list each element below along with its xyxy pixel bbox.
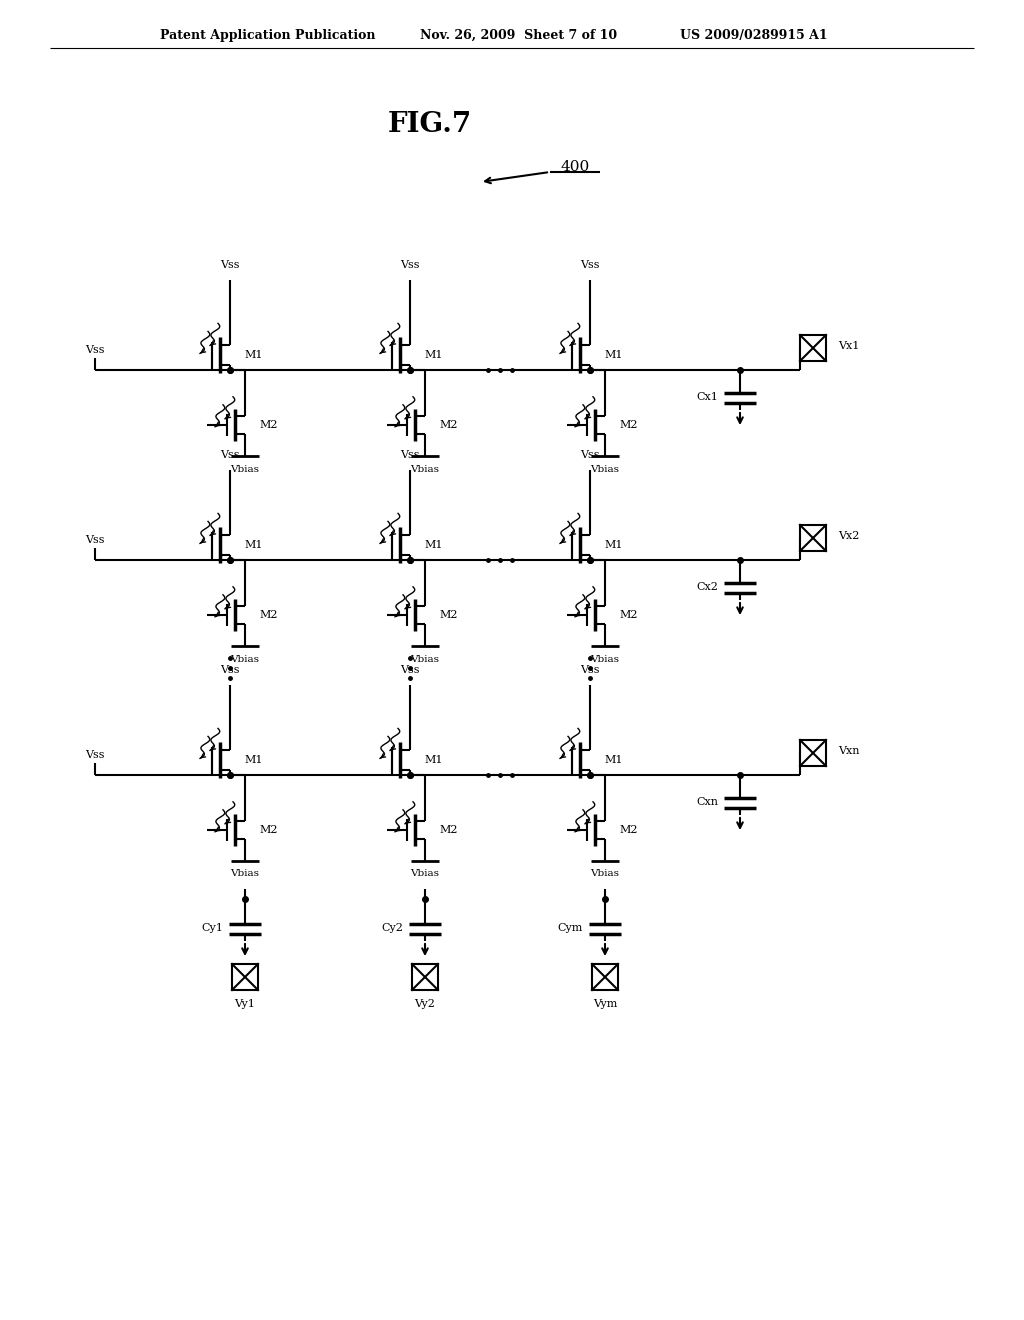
- Text: M2: M2: [439, 610, 458, 620]
- Text: M2: M2: [618, 610, 638, 620]
- Text: M1: M1: [424, 755, 442, 766]
- Text: Vss: Vss: [85, 750, 104, 760]
- Text: Vss: Vss: [400, 450, 420, 459]
- Text: M2: M2: [259, 420, 278, 430]
- Text: Vbias: Vbias: [591, 870, 620, 879]
- Text: M1: M1: [244, 755, 262, 766]
- Text: M2: M2: [259, 610, 278, 620]
- Text: Cx1: Cx1: [696, 392, 718, 403]
- Text: Vx2: Vx2: [838, 531, 859, 541]
- Text: M1: M1: [604, 540, 623, 550]
- Text: M1: M1: [604, 755, 623, 766]
- Text: Vss: Vss: [581, 260, 600, 271]
- Text: M1: M1: [424, 350, 442, 360]
- Text: FIG.7: FIG.7: [388, 111, 472, 139]
- Text: M2: M2: [439, 420, 458, 430]
- Text: Vbias: Vbias: [230, 465, 259, 474]
- Text: Cy1: Cy1: [201, 923, 223, 933]
- Text: Cym: Cym: [558, 923, 583, 933]
- Text: M1: M1: [424, 540, 442, 550]
- Bar: [800, 335, 826, 360]
- Text: Patent Application Publication: Patent Application Publication: [160, 29, 376, 41]
- Text: Vss: Vss: [581, 450, 600, 459]
- Text: Cx2: Cx2: [696, 582, 718, 591]
- Text: Vbias: Vbias: [411, 465, 439, 474]
- Text: Vbias: Vbias: [411, 655, 439, 664]
- Text: Vxn: Vxn: [838, 746, 859, 756]
- Text: M1: M1: [244, 540, 262, 550]
- Text: US 2009/0289915 A1: US 2009/0289915 A1: [680, 29, 827, 41]
- Text: Vy1: Vy1: [234, 999, 255, 1008]
- Text: M2: M2: [618, 825, 638, 836]
- Text: M1: M1: [244, 350, 262, 360]
- Text: Vss: Vss: [581, 665, 600, 675]
- Text: Vss: Vss: [85, 345, 104, 355]
- Text: Vy2: Vy2: [415, 999, 435, 1008]
- Text: M2: M2: [259, 825, 278, 836]
- Text: Vbias: Vbias: [230, 870, 259, 879]
- Text: M2: M2: [439, 825, 458, 836]
- Text: 400: 400: [560, 160, 590, 174]
- Bar: [232, 964, 258, 990]
- Text: M1: M1: [604, 350, 623, 360]
- Text: Cy2: Cy2: [381, 923, 403, 933]
- Text: Cxn: Cxn: [696, 797, 718, 807]
- Text: Nov. 26, 2009  Sheet 7 of 10: Nov. 26, 2009 Sheet 7 of 10: [420, 29, 617, 41]
- Bar: [412, 964, 438, 990]
- Text: Vss: Vss: [220, 450, 240, 459]
- Text: Vbias: Vbias: [230, 655, 259, 664]
- Text: Vss: Vss: [85, 535, 104, 545]
- Text: Vbias: Vbias: [591, 655, 620, 664]
- Text: Vss: Vss: [220, 665, 240, 675]
- Text: Vss: Vss: [400, 665, 420, 675]
- Text: Vbias: Vbias: [411, 870, 439, 879]
- Bar: [592, 964, 618, 990]
- Text: Vss: Vss: [220, 260, 240, 271]
- Text: Vss: Vss: [400, 260, 420, 271]
- Text: Vx1: Vx1: [838, 341, 859, 351]
- Text: M2: M2: [618, 420, 638, 430]
- Text: Vym: Vym: [593, 999, 617, 1008]
- Bar: [800, 741, 826, 766]
- Text: Vbias: Vbias: [591, 465, 620, 474]
- Bar: [800, 525, 826, 550]
